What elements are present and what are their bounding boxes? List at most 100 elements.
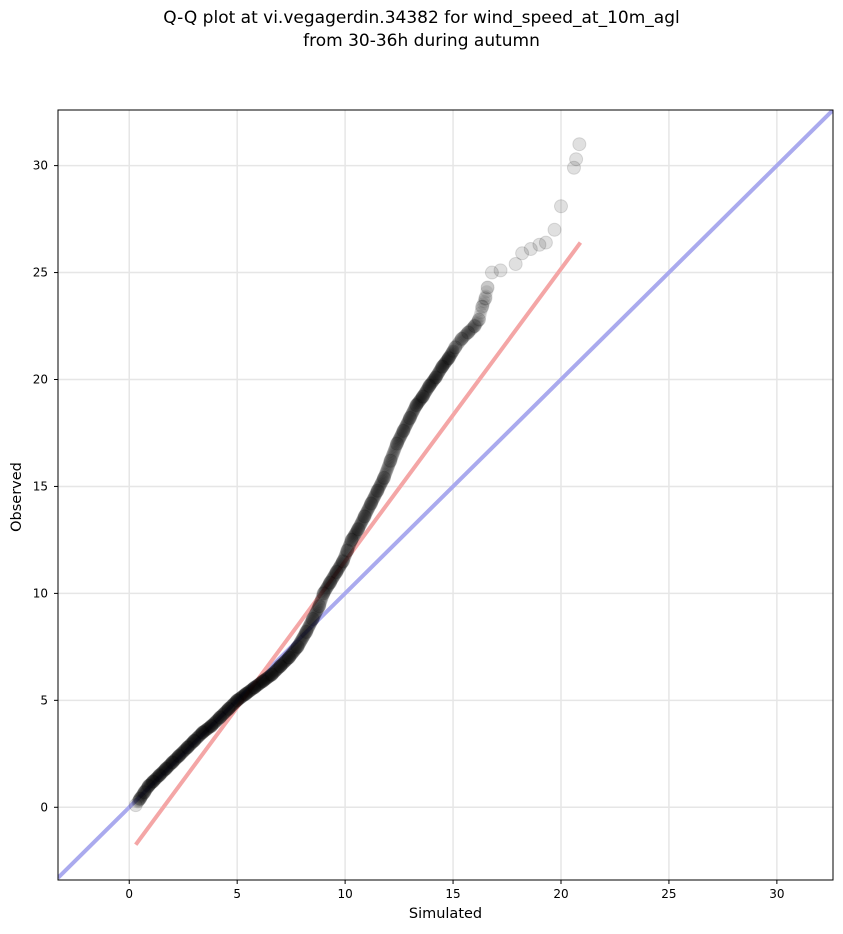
data-point — [182, 739, 196, 753]
data-point — [420, 382, 434, 396]
data-point — [316, 587, 330, 601]
data-point — [469, 316, 483, 330]
data-point — [302, 619, 316, 633]
data-point — [379, 465, 393, 479]
data-point — [380, 462, 394, 476]
data-point — [224, 699, 238, 713]
data-point — [234, 690, 248, 704]
data-point — [318, 583, 332, 597]
data-point — [141, 780, 155, 794]
data-point — [436, 359, 450, 373]
data-point — [287, 644, 301, 658]
data-point — [197, 725, 211, 739]
data-point — [297, 629, 311, 643]
data-point — [386, 448, 400, 462]
data-point — [401, 415, 415, 429]
data-point — [406, 405, 420, 419]
data-point — [224, 700, 238, 714]
data-point — [260, 671, 274, 685]
data-point — [254, 675, 268, 689]
data-point — [238, 688, 252, 702]
data-point — [375, 476, 389, 490]
data-point — [204, 719, 218, 733]
data-point — [145, 776, 159, 790]
data-point — [211, 713, 225, 727]
data-point — [204, 719, 218, 733]
data-point — [326, 570, 340, 584]
data-point — [345, 532, 359, 546]
data-point — [196, 725, 210, 739]
data-point — [263, 669, 277, 683]
data-point — [242, 685, 256, 699]
data-point — [382, 456, 396, 470]
data-point — [274, 658, 288, 672]
data-point — [314, 593, 328, 607]
data-point — [307, 610, 321, 624]
data-point — [163, 758, 177, 772]
chart-title: Q-Q plot at vi.vegagerdin.34382 for wind… — [163, 8, 680, 28]
data-point — [399, 418, 413, 432]
data-point — [195, 725, 210, 740]
data-point — [475, 299, 489, 313]
data-point — [229, 695, 243, 709]
data-point — [433, 364, 447, 378]
data-point — [303, 618, 317, 632]
data-point — [166, 755, 180, 769]
data-point — [381, 460, 395, 474]
data-point — [213, 710, 227, 724]
data-point — [138, 785, 152, 799]
data-point — [390, 436, 404, 450]
data-point — [434, 361, 448, 375]
data-point — [296, 631, 310, 645]
data-point — [469, 318, 483, 332]
data-point — [464, 322, 478, 336]
data-point — [356, 513, 370, 527]
data-point — [189, 732, 203, 746]
data-point — [160, 760, 174, 774]
data-point — [348, 528, 362, 542]
data-point — [442, 350, 456, 364]
data-point — [336, 555, 350, 569]
data-point — [181, 740, 195, 754]
data-point — [442, 351, 456, 365]
data-point — [428, 370, 443, 385]
data-point — [232, 692, 246, 706]
data-point — [277, 655, 291, 669]
data-point — [325, 572, 339, 586]
data-point — [340, 543, 354, 557]
data-point — [222, 701, 236, 715]
data-point — [334, 558, 348, 572]
data-point — [370, 484, 384, 498]
data-point — [265, 668, 279, 682]
data-point — [363, 498, 377, 512]
data-point — [381, 459, 395, 473]
data-point — [137, 785, 152, 800]
data-point — [167, 754, 181, 768]
data-point — [349, 526, 363, 540]
data-point — [208, 715, 222, 729]
data-point — [281, 651, 295, 665]
data-point — [468, 319, 482, 333]
data-point — [273, 659, 287, 673]
data-point — [304, 615, 318, 629]
data-point — [146, 774, 160, 788]
data-point — [200, 722, 214, 736]
data-point — [327, 569, 341, 583]
data-point — [273, 660, 287, 674]
data-point — [248, 680, 262, 694]
data-point — [407, 404, 421, 418]
data-point — [378, 467, 392, 481]
data-point — [282, 651, 296, 665]
data-point — [297, 628, 311, 642]
data-point — [450, 338, 464, 352]
data-point — [136, 787, 150, 801]
data-point — [366, 492, 380, 506]
data-point — [147, 774, 161, 788]
data-point — [147, 773, 161, 787]
data-point — [467, 320, 481, 334]
data-point — [409, 399, 423, 413]
data-point — [252, 677, 266, 691]
data-point — [466, 321, 480, 335]
x-tick-label: 20 — [553, 887, 568, 901]
data-point — [439, 354, 453, 368]
